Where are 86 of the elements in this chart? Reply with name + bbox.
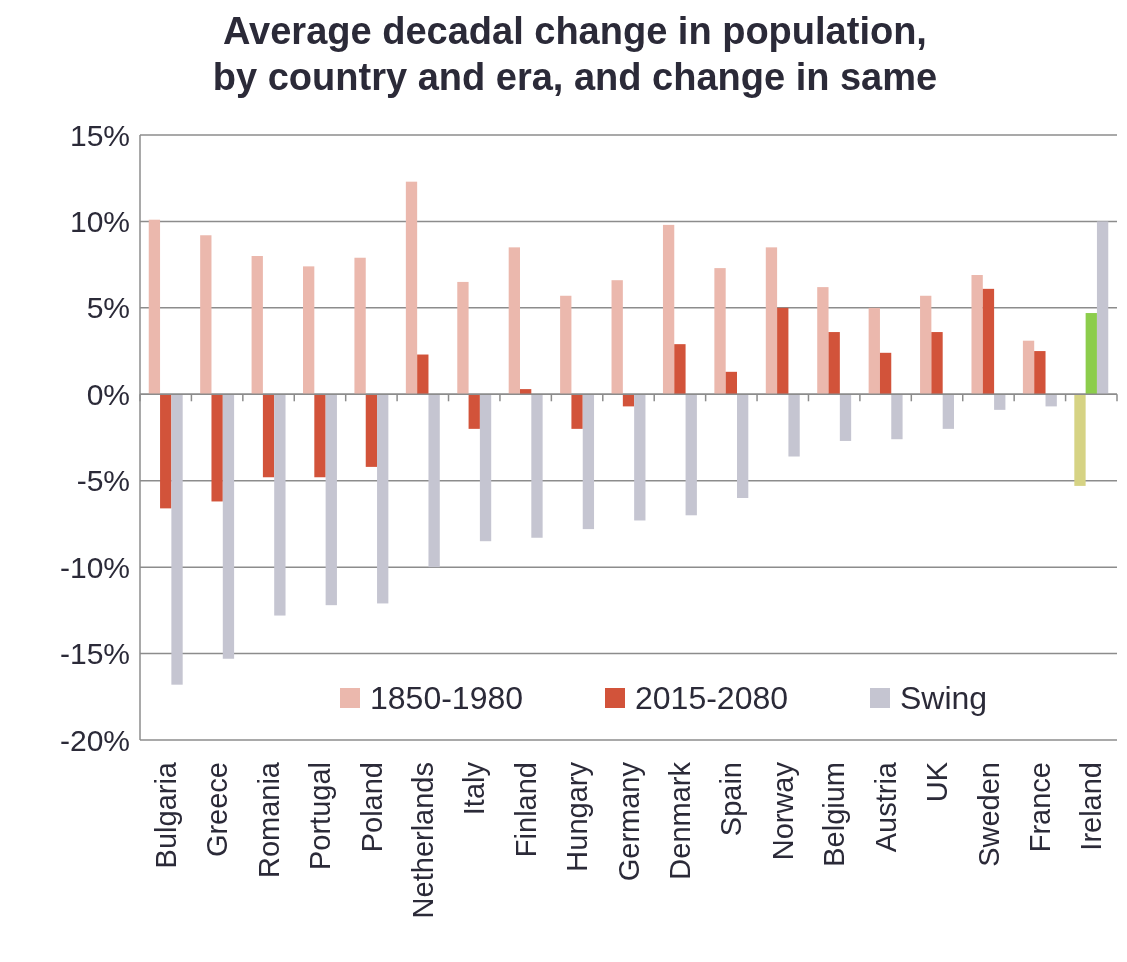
y-tick-label: -10%	[59, 550, 130, 584]
bar	[262, 394, 275, 478]
x-tick-label: Portugal	[304, 762, 337, 871]
bar	[468, 394, 480, 429]
legend-label: 2015-2080	[635, 680, 789, 717]
bar	[868, 307, 880, 395]
bar	[251, 256, 263, 395]
x-tick-label: Hungary	[561, 761, 594, 872]
bar	[891, 394, 903, 440]
bar	[931, 332, 943, 395]
x-tick-label: Poland	[355, 762, 388, 853]
x-tick-label: Austria	[869, 761, 902, 853]
bar	[428, 394, 440, 568]
bar	[160, 394, 172, 509]
y-tick-label: 0%	[86, 377, 130, 411]
bar	[274, 394, 286, 616]
bar	[994, 394, 1006, 410]
legend-label: Swing	[900, 680, 988, 717]
bar	[817, 287, 829, 395]
bar	[1074, 394, 1086, 486]
bar	[171, 394, 183, 685]
x-tick-label: Greece	[201, 762, 234, 858]
bar	[971, 275, 983, 395]
bar	[1096, 221, 1109, 395]
y-tick-label: 10%	[69, 204, 130, 238]
bar	[405, 181, 418, 395]
bar	[200, 235, 212, 395]
x-tick-label: Bulgaria	[149, 761, 182, 869]
x-tick-label: Finland	[509, 762, 542, 858]
bar	[417, 354, 429, 395]
bar	[571, 394, 583, 429]
x-tick-label: France	[1024, 762, 1057, 853]
y-tick-label: 5%	[86, 291, 130, 325]
bar	[508, 247, 520, 395]
bar	[314, 394, 326, 478]
bar	[942, 394, 954, 429]
x-tick-label: Spain	[715, 762, 748, 837]
bar	[662, 224, 675, 395]
bar	[788, 394, 800, 457]
bar	[325, 394, 337, 606]
bar	[879, 352, 892, 395]
bar	[531, 394, 543, 538]
bar	[714, 268, 726, 395]
bar	[303, 266, 315, 395]
bar	[354, 257, 366, 395]
bar	[828, 332, 840, 395]
bar	[777, 307, 789, 395]
x-tick-label: Norway	[766, 761, 799, 861]
y-tick-label: -5%	[76, 464, 130, 498]
bar	[674, 344, 686, 395]
x-tick-label: Belgium	[818, 762, 851, 867]
y-tick-label: -20%	[59, 723, 130, 757]
bar	[479, 394, 492, 542]
x-tick-label: Netherlands	[406, 762, 439, 919]
bar	[560, 295, 572, 395]
y-tick-label: 15%	[69, 118, 130, 152]
bar	[211, 394, 223, 502]
bar	[839, 394, 852, 441]
x-tick-label: Denmark	[664, 761, 697, 880]
x-tick-label: Italy	[458, 761, 491, 816]
bar	[457, 281, 469, 395]
chart-title: Average decadal change in population, by country and era, and change in same	[212, 10, 938, 98]
bar	[377, 394, 389, 604]
bar	[634, 394, 646, 521]
bar	[365, 394, 378, 467]
legend-label: 1850-1980	[370, 680, 524, 717]
x-tick-label: Romania	[252, 761, 285, 879]
bar	[685, 394, 697, 516]
bar	[222, 394, 235, 659]
bar	[1022, 340, 1035, 395]
bar	[148, 219, 161, 395]
bar	[982, 288, 995, 395]
bar	[582, 394, 595, 530]
bar	[765, 247, 778, 395]
x-tick-label: Ireland	[1075, 762, 1108, 851]
bar	[920, 295, 932, 395]
bar	[520, 389, 532, 395]
x-tick-label: Germany	[612, 761, 645, 882]
bar	[725, 371, 737, 395]
x-tick-label: Sweden	[972, 762, 1005, 867]
bar	[737, 394, 749, 498]
bar	[1034, 351, 1046, 395]
bar	[1085, 313, 1097, 395]
bar	[611, 280, 623, 395]
y-tick-label: -15%	[59, 637, 130, 671]
x-tick-label: UK	[921, 761, 954, 803]
